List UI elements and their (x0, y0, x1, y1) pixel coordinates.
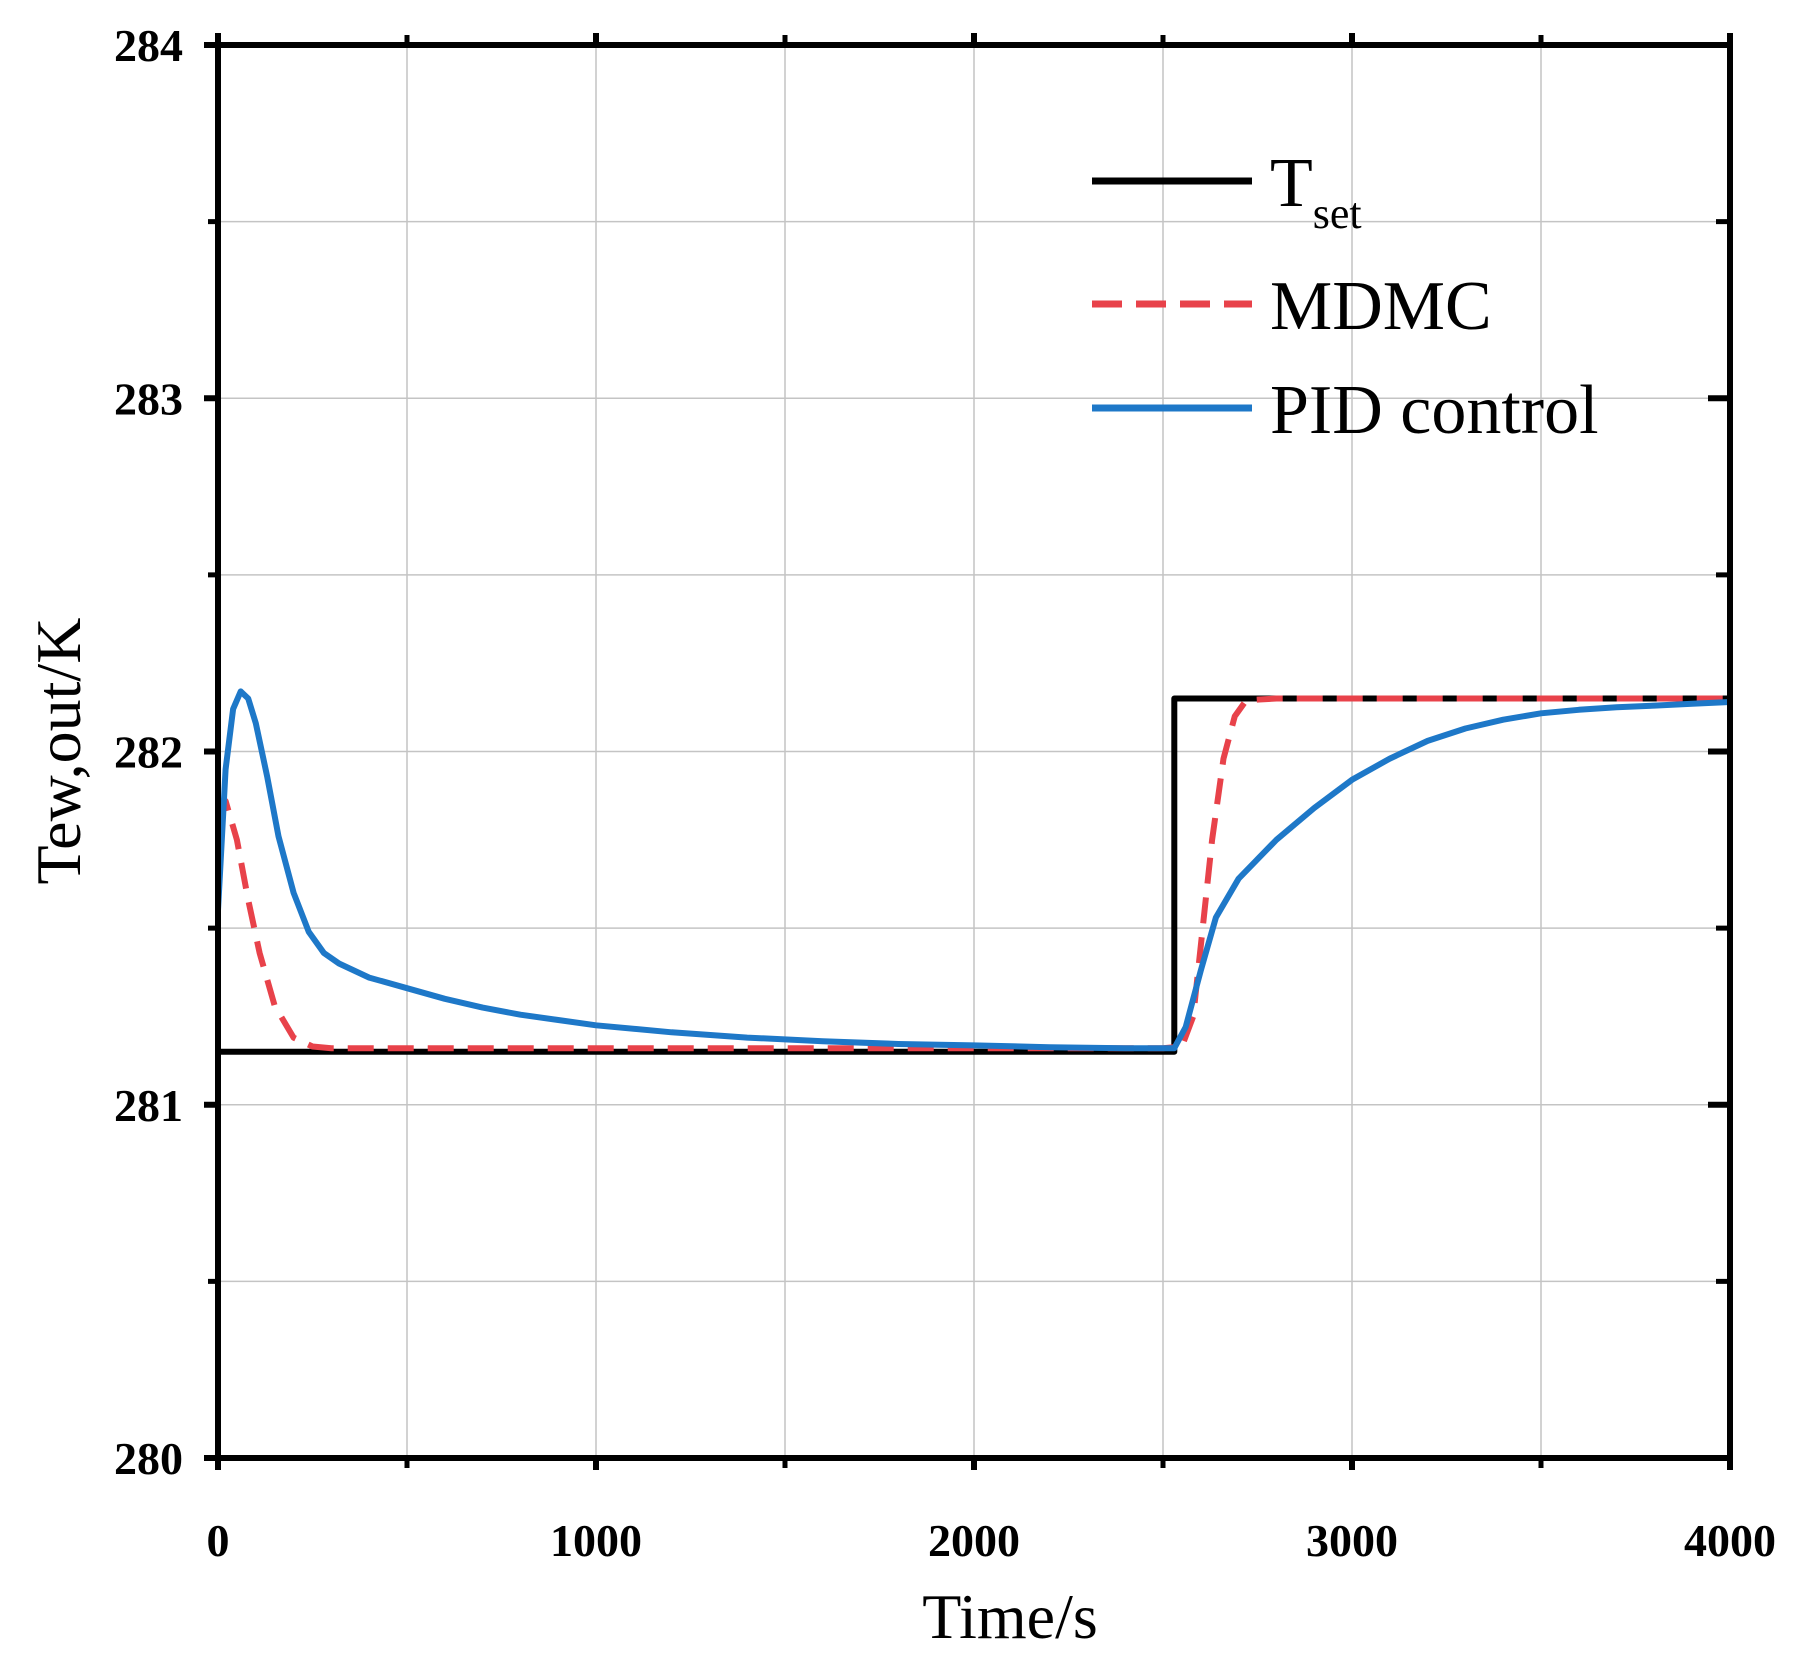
y-tick-label: 281 (114, 1080, 183, 1131)
plot-area-series (215, 688, 1733, 1055)
x-tick-label: 1000 (550, 1515, 642, 1566)
legend: Tset MDMC PID control (1092, 145, 1599, 449)
legend-label-tset-main: T (1270, 145, 1313, 222)
x-axis-label: Time/s (922, 1581, 1098, 1652)
x-tick-label: 4000 (1684, 1515, 1776, 1566)
axis-ticks (204, 33, 1733, 1470)
y-tick-label: 282 (114, 727, 183, 778)
y-tick-label: 284 (114, 20, 183, 71)
tick-labels: 0 1000 2000 3000 4000 280 281 282 283 284 (114, 20, 1776, 1566)
y-axis-label: Tew,out/K (23, 618, 94, 885)
legend-label-mdmc: MDMC (1270, 268, 1492, 345)
y-tick-label: 280 (114, 1433, 183, 1484)
x-tick-label: 3000 (1306, 1515, 1398, 1566)
grid (218, 45, 1730, 1458)
legend-label-tset: Tset (1270, 145, 1362, 238)
series-tset (215, 695, 1733, 1055)
legend-label-tset-subscript: set (1313, 189, 1362, 238)
legend-label-pid-control: PID control (1270, 372, 1599, 449)
x-tick-label: 2000 (928, 1515, 1020, 1566)
y-tick-label: 283 (114, 373, 183, 424)
x-tick-label: 0 (207, 1515, 230, 1566)
series-mdmc (215, 695, 1730, 1052)
series-pid-control (215, 688, 1733, 1052)
